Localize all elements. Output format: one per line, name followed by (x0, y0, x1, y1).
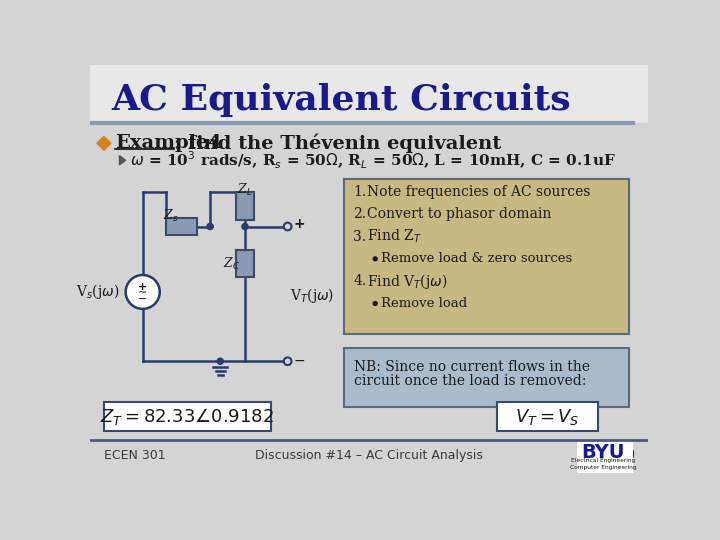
Text: Remove load & zero sources: Remove load & zero sources (382, 252, 572, 265)
Text: 40: 40 (616, 448, 636, 463)
Text: : find the Thévenin equivalent: : find the Thévenin equivalent (174, 133, 502, 153)
Text: $V_T = V_S$: $V_T = V_S$ (515, 407, 580, 427)
Circle shape (284, 222, 292, 231)
Polygon shape (97, 137, 111, 150)
Text: 3.: 3. (354, 230, 366, 244)
Circle shape (207, 224, 213, 230)
Text: Z$_s$: Z$_s$ (163, 208, 179, 224)
Text: +: + (138, 281, 148, 292)
Text: 2.: 2. (354, 207, 366, 221)
Text: 1.: 1. (354, 185, 366, 199)
FancyBboxPatch shape (344, 348, 629, 407)
Bar (235, 192, 254, 220)
Text: NB: Since no current flows in the: NB: Since no current flows in the (354, 360, 590, 374)
Text: Z$_C$: Z$_C$ (223, 255, 240, 272)
Text: Remove load: Remove load (382, 297, 468, 310)
Text: $\omega$ = 10$^3$ rads/s, R$_s$ = 50$\Omega$, R$_L$ = 50$\Omega$, L = 10mH, C = : $\omega$ = 10$^3$ rads/s, R$_s$ = 50$\Om… (130, 150, 616, 171)
Text: BYU: BYU (581, 443, 625, 462)
Circle shape (373, 301, 377, 306)
Bar (90, 123, 648, 481)
Text: AC Equivalent Circuits: AC Equivalent Circuits (112, 83, 572, 117)
Bar (577, 442, 632, 473)
Circle shape (126, 275, 160, 309)
Text: V$_s$(j$\omega$): V$_s$(j$\omega$) (76, 282, 120, 301)
Text: −: − (294, 354, 305, 368)
Circle shape (217, 358, 223, 365)
Text: Convert to phasor domain: Convert to phasor domain (366, 207, 551, 221)
Bar (90, 65, 648, 123)
Text: ~: ~ (138, 288, 148, 298)
FancyBboxPatch shape (344, 179, 629, 334)
Circle shape (242, 224, 248, 230)
Text: circuit once the load is removed:: circuit once the load is removed: (354, 374, 586, 388)
FancyBboxPatch shape (104, 402, 271, 431)
Text: $Z_T = 82.33\angle 0.9182$: $Z_T = 82.33\angle 0.9182$ (100, 406, 274, 427)
Text: Electrical Engineering
Computer Engineering: Electrical Engineering Computer Engineer… (570, 458, 636, 470)
Text: Find Z$_T$: Find Z$_T$ (366, 228, 421, 245)
Circle shape (373, 257, 377, 261)
Bar (235, 249, 254, 278)
Text: Z$_L$: Z$_L$ (238, 181, 253, 198)
Text: +: + (294, 217, 305, 231)
Text: Discussion #14 – AC Circuit Analysis: Discussion #14 – AC Circuit Analysis (255, 449, 483, 462)
Text: Example4: Example4 (114, 134, 222, 152)
Bar (166, 218, 197, 235)
FancyBboxPatch shape (497, 402, 598, 431)
Text: V$_T$(j$\omega$): V$_T$(j$\omega$) (290, 286, 334, 305)
Text: −: − (138, 294, 148, 304)
Text: ECEN 301: ECEN 301 (104, 449, 166, 462)
Circle shape (284, 357, 292, 365)
Text: 4.: 4. (354, 274, 366, 288)
Polygon shape (120, 156, 126, 165)
Text: Find V$_T$(j$\omega$): Find V$_T$(j$\omega$) (366, 272, 447, 291)
Text: Note frequencies of AC sources: Note frequencies of AC sources (366, 185, 590, 199)
